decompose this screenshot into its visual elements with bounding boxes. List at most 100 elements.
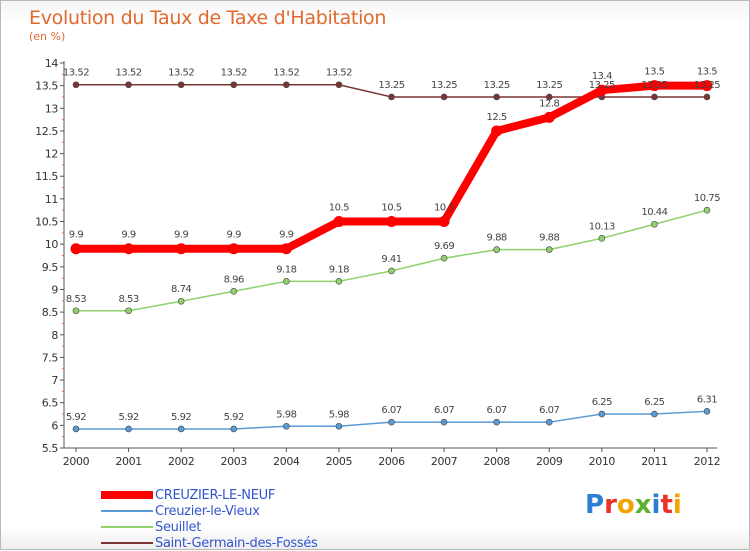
series-point: [703, 408, 711, 415]
legend-label: CREUZIER-LE-NEUF: [155, 487, 276, 503]
data-label: 13.5: [644, 67, 664, 78]
data-label: 9.88: [539, 233, 559, 244]
series-point: [491, 125, 503, 137]
data-label: 13.25: [484, 80, 510, 91]
series-point: [230, 287, 238, 295]
legend-item: Saint-Germain-des-Fossés: [101, 535, 318, 551]
series-point: [543, 111, 555, 123]
data-label: 13.25: [641, 80, 667, 91]
x-tick-label: 2005: [326, 455, 353, 468]
data-label: 9.18: [329, 264, 349, 275]
data-label: 5.98: [276, 409, 296, 420]
legend: CREUZIER-LE-NEUF Creuzier-le-Vieux Seuille…: [101, 487, 318, 551]
data-label: 13.25: [431, 80, 457, 91]
series-point: [72, 307, 80, 315]
y-tick-label: 11: [45, 193, 58, 206]
proxiti-logo: Proxiti: [585, 490, 682, 520]
data-label: 10.5: [381, 203, 401, 214]
series-point: [123, 243, 135, 255]
data-label: 6.25: [592, 397, 612, 408]
data-label: 13.52: [326, 68, 352, 79]
legend-label: Seuillet: [155, 519, 202, 535]
legend-item: CREUZIER-LE-NEUF: [101, 487, 318, 503]
data-label: 13.52: [168, 68, 194, 79]
series-point: [125, 81, 132, 89]
data-label: 9.18: [276, 264, 296, 275]
data-label: 9.9: [174, 230, 189, 241]
y-tick-label: 7: [51, 374, 58, 387]
series-point: [648, 80, 660, 92]
series-point: [230, 81, 238, 89]
axes: 5.5 6 6.5 7 7.5 8 8.5 9 9.5 10 10.5 11 11.5 12 12.5 13 1…: [35, 57, 721, 468]
x-tick-label: 2000: [63, 455, 90, 468]
y-tick-label: 12.5: [35, 125, 58, 138]
x-tick-label: 2007: [431, 455, 458, 468]
data-label: 10.44: [641, 207, 667, 218]
series-point: [598, 234, 606, 242]
series-point: [386, 216, 397, 228]
y-tick-label: 13.5: [35, 80, 58, 93]
series-point: [125, 425, 132, 433]
data-label: 5.98: [329, 409, 349, 420]
series-point: [651, 410, 658, 418]
y-tick-label: 14: [45, 57, 59, 70]
data-label: 9.9: [279, 230, 294, 241]
data-label: 6.07: [539, 405, 559, 416]
series-point: [440, 254, 448, 262]
series-point: [545, 246, 553, 253]
series-point: [177, 425, 185, 433]
series-point: [335, 422, 343, 430]
y-tick-label: 10: [45, 238, 59, 251]
series-point: [388, 418, 395, 426]
data-label: 10.5: [329, 203, 349, 214]
data-label: 9.9: [121, 230, 136, 241]
series-point: [598, 410, 606, 418]
series-point: [703, 206, 711, 214]
data-label: 10.5: [434, 203, 454, 214]
y-tick-label: 8.5: [42, 306, 59, 319]
y-tick-label: 10.5: [35, 216, 58, 229]
x-tick-label: 2010: [589, 455, 616, 468]
series-point: [545, 93, 553, 101]
x-tick-label: 2009: [536, 455, 563, 468]
logo-letter: x: [634, 490, 652, 520]
data-label: 13.52: [63, 68, 89, 79]
logo-letter: t: [660, 490, 673, 520]
series-point: [651, 220, 658, 228]
data-label: 5.92: [66, 412, 86, 423]
series-point: [545, 418, 553, 426]
series-point: [703, 93, 711, 101]
legend-label: Saint-Germain-des-Fossés: [155, 535, 318, 551]
series-point: [333, 216, 345, 228]
legend-swatch: [101, 542, 153, 544]
x-tick-label: 2012: [694, 455, 720, 468]
data-label: 12.5: [487, 112, 507, 123]
series-point: [125, 307, 132, 315]
data-label: 13.25: [589, 80, 615, 91]
data-label: 9.9: [69, 230, 84, 241]
data-label: 13.25: [694, 80, 720, 91]
y-tick-label: 5.5: [42, 442, 59, 455]
data-label: 6.07: [487, 405, 507, 416]
data-label: 8.53: [66, 294, 86, 305]
series-point: [230, 425, 238, 433]
data-label: 9.88: [487, 233, 507, 244]
series-point: [228, 243, 240, 255]
x-tick-label: 2002: [168, 455, 194, 468]
data-label: 13.25: [536, 80, 562, 91]
data-label: 6.31: [697, 394, 717, 405]
series-point: [335, 81, 343, 89]
series-point: [596, 84, 608, 96]
series-point: [440, 418, 448, 426]
data-label: 12.8: [539, 98, 559, 109]
legend-swatch: [101, 510, 153, 512]
data-label: 9.41: [381, 254, 401, 265]
y-tick-label: 8: [51, 329, 58, 342]
y-tick-label: 9.5: [42, 261, 59, 274]
x-tick-label: 2004: [273, 455, 300, 468]
y-tick-label: 6.5: [42, 397, 59, 410]
data-label: 6.07: [381, 405, 401, 416]
data-label: 5.92: [224, 412, 244, 423]
